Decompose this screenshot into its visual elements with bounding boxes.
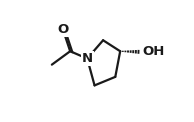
- Text: N: N: [82, 52, 93, 65]
- Text: OH: OH: [143, 45, 165, 58]
- Text: O: O: [57, 23, 68, 36]
